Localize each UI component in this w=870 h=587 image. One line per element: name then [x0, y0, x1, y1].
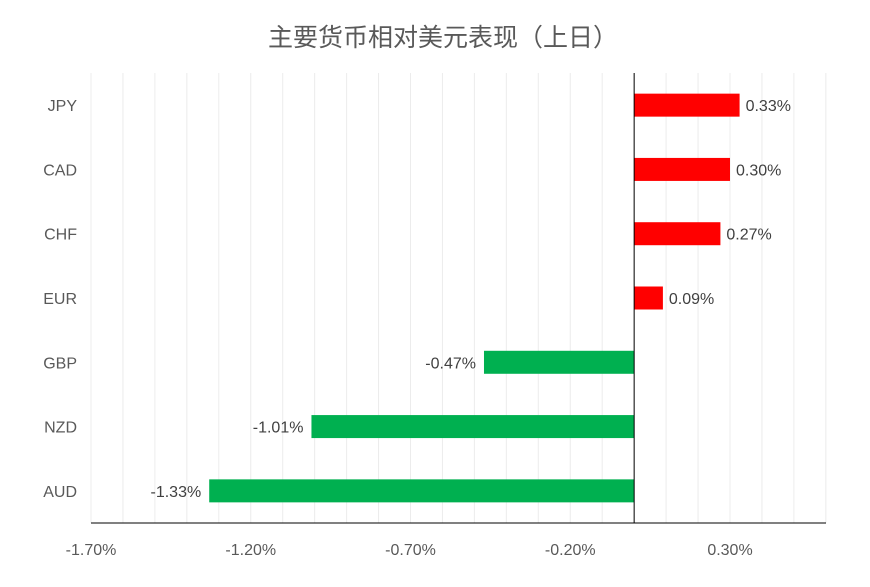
value-label-aud: -1.33%: [151, 484, 202, 501]
category-label-chf: CHF: [44, 227, 77, 244]
value-label-gbp: -0.47%: [425, 355, 476, 372]
category-label-aud: AUD: [43, 484, 77, 501]
bar-cad: [634, 157, 730, 181]
x-tick-label-0: -1.70%: [66, 542, 117, 559]
category-label-eur: EUR: [43, 291, 77, 308]
bar-aud: [209, 479, 635, 503]
value-label-chf: 0.27%: [726, 227, 771, 244]
category-label-jpy: JPY: [48, 98, 78, 115]
chart-title: 主要货币相对美元表现（上日）: [268, 23, 618, 52]
category-label-gbp: GBP: [43, 355, 77, 372]
x-tick-label-4: 0.30%: [707, 542, 752, 559]
x-tick-label-3: -0.20%: [545, 542, 596, 559]
bars: [209, 93, 740, 503]
bar-eur: [634, 286, 663, 310]
x-tick-label-2: -0.70%: [385, 542, 436, 559]
bar-chf: [634, 222, 721, 246]
value-label-jpy: 0.33%: [746, 98, 791, 115]
axes: [91, 73, 826, 524]
category-label-cad: CAD: [43, 162, 77, 179]
grid-lines: [90, 73, 827, 523]
value-label-eur: 0.09%: [669, 291, 714, 308]
bar-jpy: [634, 93, 740, 117]
labels: JPY 0.33% CAD 0.30% CHF 0.27% EUR 0.09% GBP -0.47…: [43, 98, 791, 559]
value-label-cad: 0.30%: [736, 162, 781, 179]
bar-gbp: [483, 350, 635, 374]
x-tick-label-1: -1.20%: [225, 542, 276, 559]
value-label-nzd: -1.01%: [253, 420, 304, 437]
bar-nzd: [311, 415, 635, 439]
category-label-nzd: NZD: [44, 420, 77, 437]
